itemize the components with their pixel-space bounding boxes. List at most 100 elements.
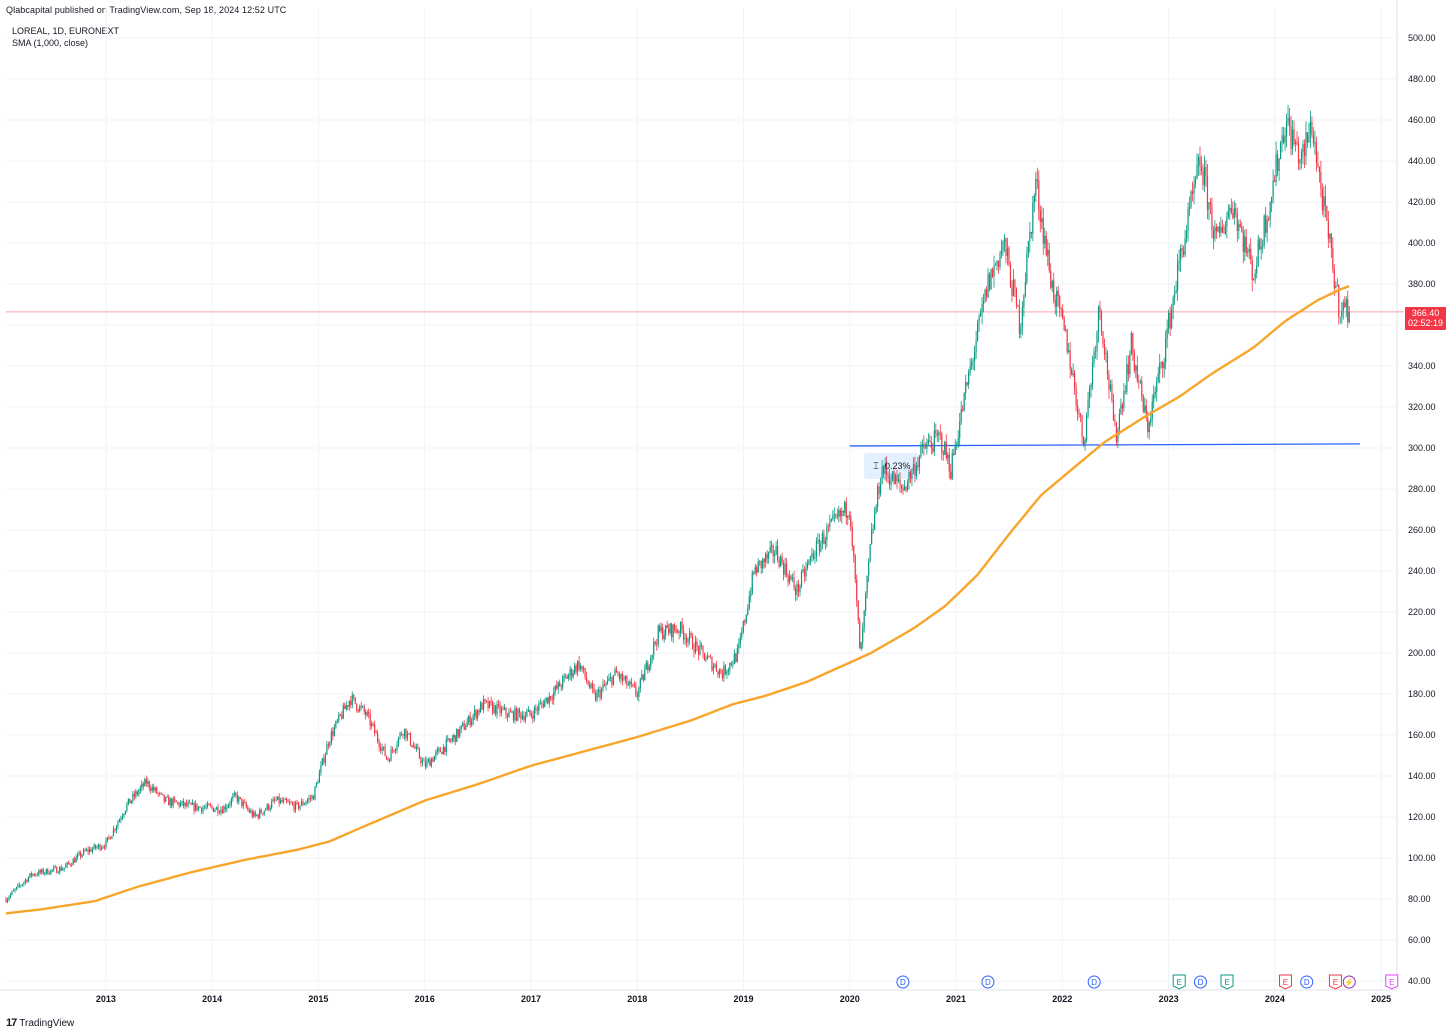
candle-body <box>1012 279 1015 297</box>
candle-body <box>1329 233 1331 239</box>
candle-body <box>202 807 204 812</box>
candle-body <box>1238 224 1240 231</box>
candle-body <box>959 421 961 439</box>
candle-body <box>108 837 110 838</box>
candle-body <box>509 711 512 713</box>
candle-body <box>615 669 618 673</box>
candle-body <box>505 707 507 715</box>
candle-body <box>284 799 286 800</box>
y-tick-label: 220.00 <box>1408 607 1436 617</box>
candle-body <box>191 802 194 805</box>
candle-body <box>1300 151 1303 160</box>
sma-indicator-label[interactable]: SMA (1,000, close) <box>12 38 89 48</box>
candle-body <box>966 382 968 385</box>
candle-body <box>572 673 574 677</box>
candle-body <box>727 669 729 672</box>
candle-body <box>1185 230 1188 239</box>
candle-body <box>53 867 55 870</box>
candle-body <box>1299 159 1301 164</box>
candle-body <box>1150 419 1152 423</box>
candle-body <box>905 486 907 491</box>
candle-body <box>544 700 546 708</box>
candle-body <box>805 567 807 577</box>
candle-body <box>1100 311 1103 332</box>
candle-body <box>357 710 359 712</box>
candle-body <box>393 750 395 752</box>
candle-body <box>183 800 185 806</box>
event-marker <box>1278 974 1292 990</box>
x-tick-label: 2021 <box>946 994 966 1004</box>
candle-body <box>1109 384 1112 390</box>
candle-body <box>875 507 877 513</box>
candle-body <box>262 813 264 814</box>
candle-body <box>593 688 595 693</box>
candle-body <box>911 470 913 480</box>
measure-tooltip[interactable]: ⌶ 0.23% <box>864 453 919 479</box>
candle-body <box>469 715 471 726</box>
candle-body <box>526 711 528 717</box>
candle-body <box>366 712 368 716</box>
candle-body <box>956 444 958 446</box>
candle-body <box>742 621 744 633</box>
candle-body <box>597 689 600 693</box>
candle-body <box>1348 311 1350 323</box>
candle-body <box>494 705 497 715</box>
candle-body <box>60 867 62 871</box>
candle-body <box>614 669 616 676</box>
candle-body <box>1235 208 1237 214</box>
candle-body <box>1139 381 1141 382</box>
candle-body <box>574 665 576 674</box>
candle-body <box>1053 280 1055 300</box>
candle-body <box>368 712 370 714</box>
candle-body <box>71 865 73 866</box>
candle-body <box>33 874 35 876</box>
candle-body <box>124 810 126 815</box>
candle-body <box>75 857 77 863</box>
x-tick-label: 2017 <box>521 994 541 1004</box>
candle-body <box>306 800 309 803</box>
candle-body <box>44 873 46 874</box>
candle-body <box>87 849 89 852</box>
tradingview-brand[interactable]: 17 TradingView <box>6 1017 74 1029</box>
candle-body <box>32 874 34 876</box>
candle-body <box>642 674 644 681</box>
candle-body <box>1327 220 1329 239</box>
candle-body <box>1315 142 1318 163</box>
candle-body <box>450 740 452 742</box>
candle-body <box>532 715 534 719</box>
candle-body <box>294 801 297 811</box>
candle-body <box>565 675 567 677</box>
candle-body <box>456 729 458 743</box>
candle-body <box>177 802 179 804</box>
candle-body <box>1242 232 1244 252</box>
x-tick-label: 2018 <box>627 994 647 1004</box>
candle-body <box>890 480 892 485</box>
candle-body <box>591 683 594 689</box>
candle-body <box>1247 251 1249 253</box>
candle-body <box>174 798 176 801</box>
candle-body <box>94 844 97 849</box>
candle-body <box>524 716 526 721</box>
candle-body <box>197 806 200 810</box>
candle-body <box>1230 207 1232 213</box>
candle-body <box>817 539 819 541</box>
candle-body <box>856 579 858 601</box>
candle-body <box>369 713 371 727</box>
candle-body <box>1205 166 1207 177</box>
candle-body <box>274 799 276 801</box>
candle-body <box>99 844 101 850</box>
candle-body <box>14 889 16 891</box>
candle-body <box>1175 290 1177 294</box>
candle-body <box>1126 364 1128 392</box>
candle-body <box>827 526 829 528</box>
candle-body <box>563 675 565 677</box>
candle-body <box>390 749 392 762</box>
candle-body <box>120 818 122 820</box>
symbol-title[interactable]: LOREAL, 1D, EURONEXT <box>12 26 120 36</box>
candle-body <box>391 749 394 751</box>
candle-body <box>168 797 170 806</box>
candle-body <box>605 683 607 686</box>
candle-body <box>63 867 65 870</box>
candle-body <box>717 671 719 675</box>
